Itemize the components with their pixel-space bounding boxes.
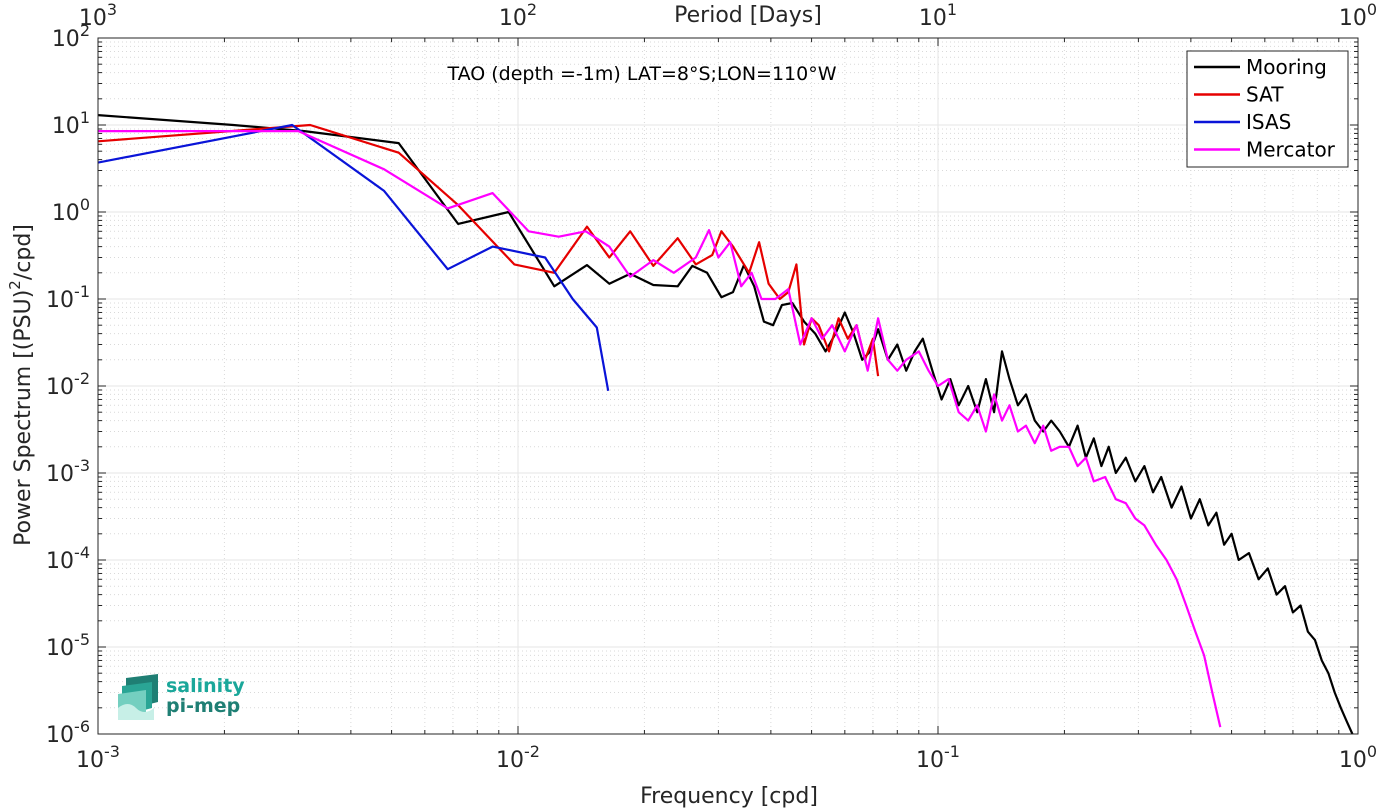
series-line-sat [98,123,880,377]
top-tick-label: 101 [919,0,957,31]
x-tick-label: 10-3 [76,742,120,773]
chart-title: TAO (depth =-1m) LAT=8°S;LON=110°W [446,63,836,85]
legend-label-sat: SAT [1246,83,1284,107]
y-tick-label: 10-3 [46,456,90,487]
y-axis-label: Power Spectrum [(PSU)2/cpd] [6,224,36,546]
series-line-isas [98,123,610,391]
series-line-mercator [98,130,1222,728]
logo-graphic-icon [118,674,158,720]
legend: Mooring SAT ISAS Mercator [1186,50,1349,168]
y-tick-label: 10-5 [46,630,90,661]
top-tick-label: 103 [79,0,117,31]
x-tick-label: 100 [1339,742,1377,773]
grid [97,37,1359,735]
legend-label-mooring: Mooring [1246,55,1327,79]
top-tick-label: 100 [1339,0,1377,31]
series-layer [98,114,1354,734]
y-tick-label: 100 [52,195,90,226]
x-axis-label: Frequency [cpd] [640,784,818,809]
legend-label-mercator: Mercator [1246,138,1336,162]
y-tick-label: 10-4 [46,543,90,574]
x-tick-label: 10-2 [496,742,540,773]
top-axis-label: Period [Days] [674,3,822,28]
logo-text-line1: salinity [166,675,245,697]
series-line-mooring [98,114,1354,734]
axis-ticks [97,37,1359,735]
y-tick-label: 10-6 [46,717,90,748]
y-tick-label: 10-2 [46,369,90,400]
y-tick-label: 10-1 [46,282,90,313]
y-tick-label: 102 [52,21,90,52]
legend-box [1186,50,1349,168]
legend-label-isas: ISAS [1246,110,1291,134]
x-tick-label: 10-1 [916,742,960,773]
top-tick-label: 102 [499,0,537,31]
salinity-pimep-logo: salinity pi-mep [118,674,245,720]
y-tick-label: 101 [52,108,90,139]
logo-text-line2: pi-mep [166,695,240,717]
